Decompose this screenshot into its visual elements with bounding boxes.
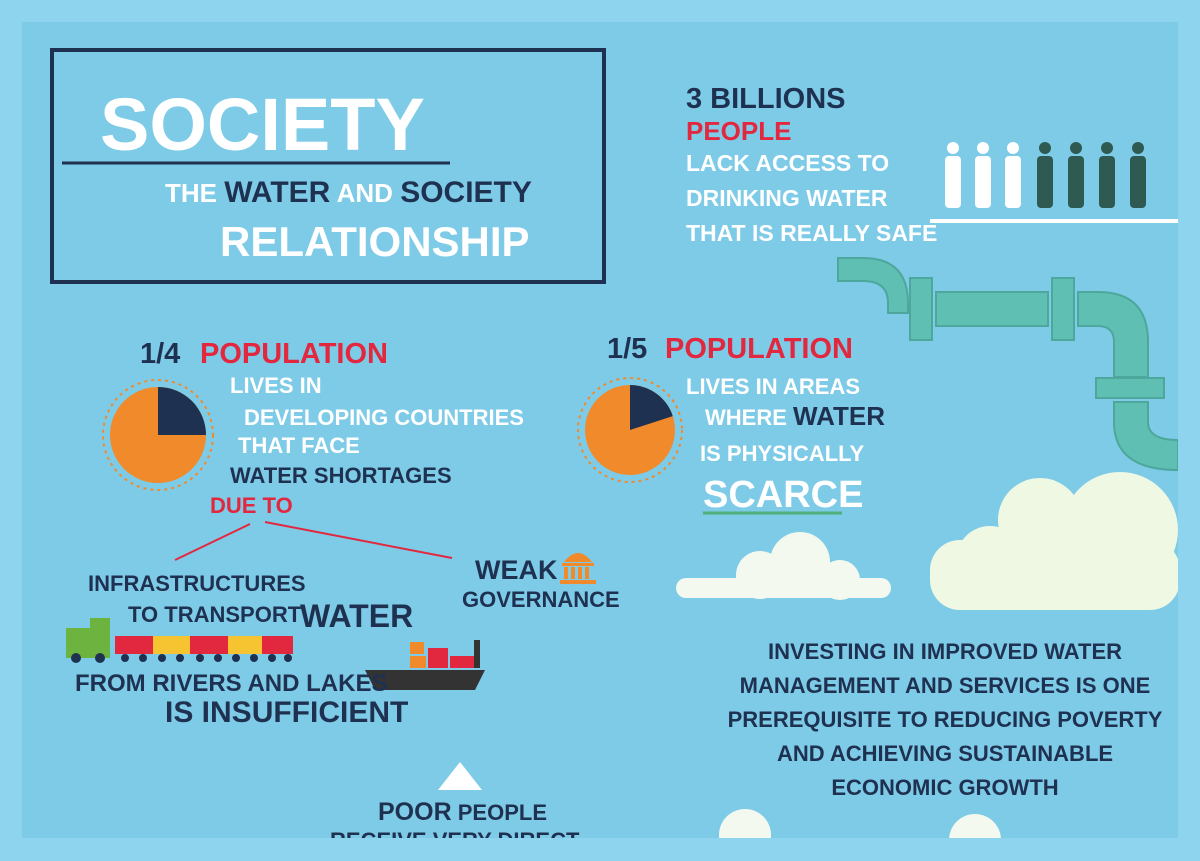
pie-fifth xyxy=(577,377,683,483)
investing-line: AND ACHIEVING SUSTAINABLE xyxy=(777,741,1113,766)
title-box xyxy=(50,48,606,284)
title-heading: SOCIETY xyxy=(100,83,425,166)
poor-word: POOR xyxy=(378,798,452,826)
stat-word: WATER xyxy=(793,401,885,431)
cloud-large xyxy=(930,472,1178,610)
connector xyxy=(264,521,453,559)
stat-line: LACK ACCESS TO xyxy=(686,150,889,176)
subtitle-word: WATER xyxy=(224,176,330,209)
infra-line: IS INSUFFICIENT xyxy=(165,696,408,729)
fraction-label: POPULATION xyxy=(665,333,853,365)
subtitle-word: THE xyxy=(165,178,217,208)
cloud-small xyxy=(676,532,891,600)
stat-line: WHERE WATER xyxy=(705,401,885,431)
building-icon xyxy=(560,553,596,584)
train xyxy=(66,618,293,663)
investing-line: PREREQUISITE TO REDUCING POVERTY xyxy=(728,707,1163,732)
pipe xyxy=(837,257,1178,472)
ship xyxy=(365,640,485,690)
panel: SOCIETY THE WATER AND SOCIETY RELATIONSH… xyxy=(22,22,1178,853)
stat-number: 3 BILLIONS xyxy=(686,83,846,115)
stat-line: DRINKING WATER xyxy=(686,185,888,211)
infra-line: WATER xyxy=(300,598,413,634)
connector xyxy=(174,523,251,561)
investing-text: INVESTING IN IMPROVED WATER MANAGEMENT A… xyxy=(728,639,1163,800)
subtitle-word: AND xyxy=(337,178,393,208)
fraction: 1/4 xyxy=(140,338,180,370)
infra-line: INFRASTRUCTURES xyxy=(88,571,306,596)
infra-line: TO TRANSPORT xyxy=(128,602,302,627)
subtitle-word: RELATIONSHIP xyxy=(220,218,530,265)
poor-line: POOR PEOPLE xyxy=(378,798,547,826)
stat-line: LIVES IN AREAS xyxy=(686,374,860,399)
stat-line: LIVES IN xyxy=(230,373,322,398)
stat-line: IS PHYSICALLY xyxy=(700,441,865,466)
infra-line: FROM RIVERS AND LAKES xyxy=(75,670,387,697)
subtitle: THE WATER AND SOCIETY xyxy=(165,176,532,209)
investing-line: ECONOMIC GROWTH xyxy=(831,775,1058,800)
triangle xyxy=(438,762,482,790)
people-icons xyxy=(945,142,1146,208)
investing-line: MANAGEMENT AND SERVICES IS ONE xyxy=(740,673,1151,698)
fraction-label: POPULATION xyxy=(200,338,388,370)
governance-line: GOVERNANCE xyxy=(462,587,620,612)
stat-line: THAT FACE xyxy=(238,433,360,458)
governance-line: WEAK xyxy=(475,555,558,585)
cloud-bottom xyxy=(719,809,1001,838)
stat-cause: DUE TO xyxy=(210,493,293,518)
poor-line: RECEIVE VERY DIRECT xyxy=(330,828,580,853)
poor-word: PEOPLE xyxy=(458,800,547,825)
stat-emphasis: SCARCE xyxy=(703,474,863,516)
stat-line: THAT IS REALLY SAFE xyxy=(686,220,937,246)
stat-word: WHERE xyxy=(705,405,787,430)
subtitle-word: SOCIETY xyxy=(400,176,532,209)
stat-line: DEVELOPING COUNTRIES xyxy=(244,405,524,430)
investing-line: INVESTING IN IMPROVED WATER xyxy=(768,639,1122,664)
stat-line: WATER SHORTAGES xyxy=(230,463,452,488)
pie-quarter xyxy=(102,379,214,491)
stat-highlight: PEOPLE xyxy=(686,116,791,146)
fraction: 1/5 xyxy=(607,333,647,365)
